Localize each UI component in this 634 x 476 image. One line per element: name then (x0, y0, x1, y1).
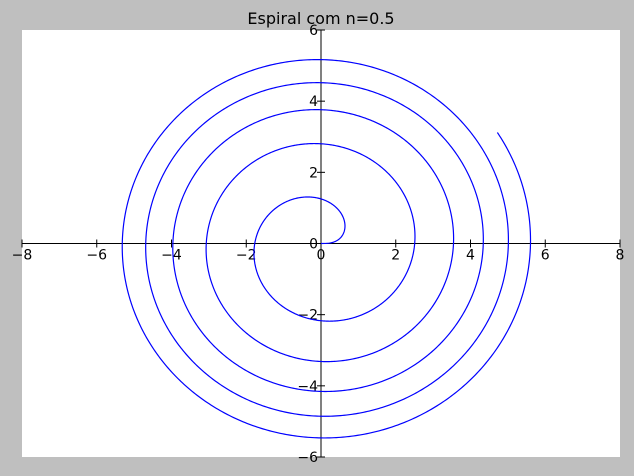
x-tick-label: −4 (161, 248, 182, 264)
x-tick-label: −8 (12, 248, 33, 264)
spiral-line (121, 58, 532, 439)
y-tick-label: 6 (309, 23, 318, 39)
y-tick-label: −6 (297, 450, 318, 466)
y-tick-label: 4 (309, 94, 318, 110)
x-tick-label: −2 (236, 248, 257, 264)
chart-title: Espiral com n=0.5 (247, 9, 394, 28)
x-tick-label: 2 (391, 248, 400, 264)
y-tick-label: 2 (309, 165, 318, 181)
x-tick-label: 8 (616, 248, 625, 264)
x-tick-label: 0 (317, 248, 326, 264)
x-tick-label: 6 (541, 248, 550, 264)
y-tick-label: −4 (297, 379, 318, 395)
x-tick-label: 4 (466, 248, 475, 264)
spiral-series (121, 58, 532, 439)
x-tick-label: −6 (86, 248, 107, 264)
y-tick-label: 0 (309, 237, 318, 253)
